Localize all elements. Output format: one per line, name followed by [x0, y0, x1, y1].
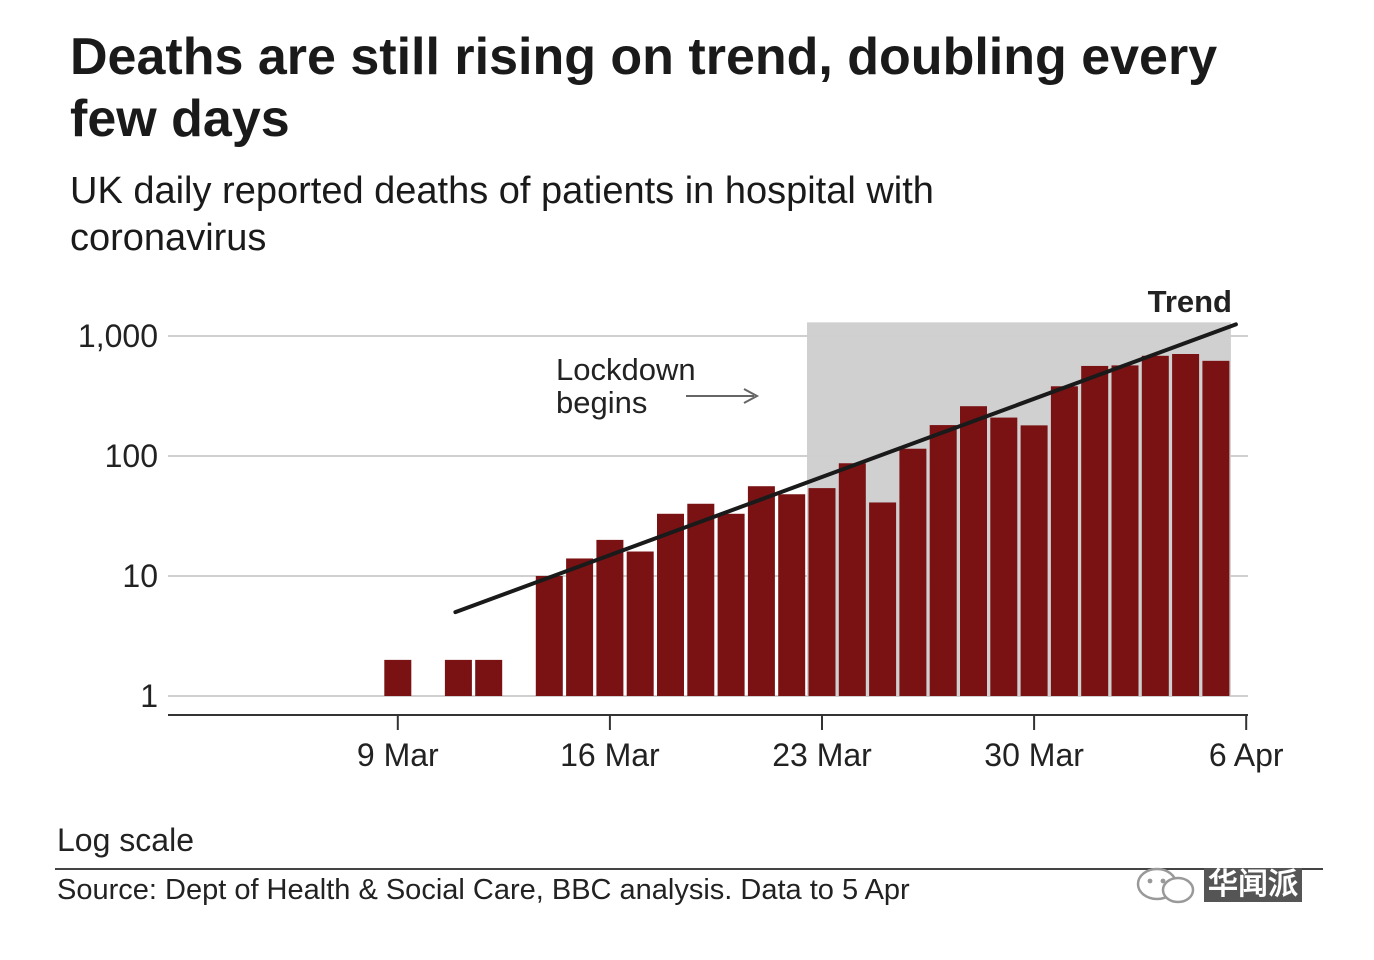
bar: [535, 576, 563, 696]
bar: [1172, 353, 1200, 696]
lockdown-label-line2: begins: [556, 385, 647, 420]
bar: [838, 463, 866, 696]
bar: [1020, 425, 1048, 696]
bars: [384, 353, 1230, 696]
bar: [747, 486, 775, 696]
chart-title: Deaths are still rising on trend, doubli…: [70, 28, 1218, 148]
bar: [929, 425, 957, 696]
bar: [1202, 360, 1230, 696]
footer-divider: [55, 868, 1323, 870]
bar: [1141, 355, 1169, 696]
bar: [1050, 386, 1078, 696]
bar: [808, 488, 836, 696]
trend-line-group: [453, 322, 1238, 615]
bar: [444, 659, 472, 696]
watermark-text: 华闻派: [1204, 868, 1302, 902]
bar: [384, 659, 412, 696]
log-scale-note: Log scale: [57, 822, 194, 858]
bar: [717, 513, 745, 696]
y-tick-label: 10: [122, 558, 158, 594]
trend-line: [453, 322, 1238, 615]
bar: [596, 539, 624, 696]
source-text: Source: Dept of Health & Social Care, BB…: [57, 874, 910, 906]
x-tick-label: 9 Mar: [357, 737, 439, 773]
x-tick-label: 30 Mar: [984, 737, 1084, 773]
x-tick-label: 6 Apr: [1209, 737, 1284, 773]
y-tick-label: 1,000: [78, 318, 158, 354]
x-tick-label: 23 Mar: [772, 737, 872, 773]
bar: [960, 406, 987, 696]
bar: [899, 448, 927, 696]
bar: [778, 494, 806, 696]
x-tick-label: 16 Mar: [560, 737, 660, 773]
bar: [687, 503, 715, 696]
bar: [475, 659, 503, 696]
lockdown-label-line1: Lockdown: [556, 352, 696, 387]
chart-subtitle: UK daily reported deaths of patients in …: [70, 170, 934, 259]
bar: [1081, 365, 1109, 696]
trend-label: Trend: [1148, 284, 1232, 319]
lockdown-arrow-head: [743, 388, 760, 404]
bar: [626, 551, 654, 696]
y-tick-label: 100: [105, 438, 158, 474]
bar: [990, 417, 1018, 696]
bar: [566, 558, 594, 696]
watermark: 华闻派: [1132, 862, 1312, 908]
y-tick-label: 1: [140, 678, 158, 714]
axes: 1 10 100 1,000 9 Mar 16 Mar 23 Mar 30 Mar 6 Apr: [78, 318, 1284, 773]
bar: [1111, 365, 1139, 696]
bar: [657, 513, 684, 696]
bar: [869, 502, 897, 696]
wechat-icon: [1136, 867, 1195, 904]
